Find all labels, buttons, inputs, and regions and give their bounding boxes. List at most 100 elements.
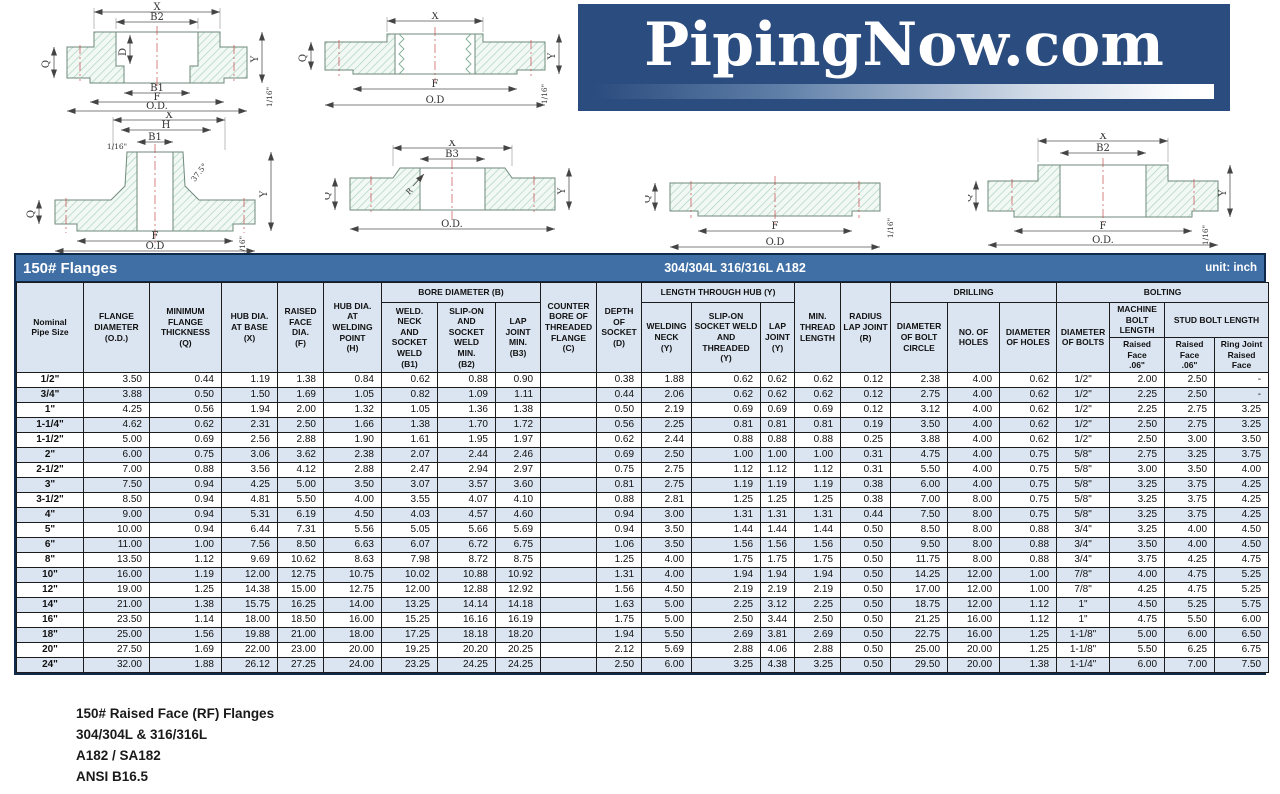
footer-line-4: ANSI B16.5	[76, 768, 149, 784]
value-cell: 3.12	[890, 401, 949, 418]
value-cell: 1.75	[760, 551, 796, 568]
pipe-size-cell: 8"	[16, 551, 84, 568]
dim-label-x: X	[153, 2, 161, 13]
dim-label-sixteenth: 1/16"	[540, 84, 549, 104]
dim-label-angle: 37.5°	[189, 161, 209, 183]
value-cell: 4.50	[323, 506, 382, 523]
value-cell: 0.50	[840, 536, 892, 553]
value-cell: 12.88	[437, 581, 496, 598]
value-cell: 2.50	[596, 656, 643, 673]
value-cell: 7.50	[1214, 656, 1270, 673]
value-cell: 1.44	[691, 521, 762, 538]
value-cell: 4.00	[1214, 461, 1270, 478]
value-cell: 0.94	[149, 521, 222, 538]
col-header-flange-diameter: FLANGE DIAMETER (O.D.)	[83, 282, 150, 373]
col-header-hub-dia-welding-point: HUB DIA. AT WELDING POINT (H)	[323, 282, 382, 373]
pipe-size-cell: 1-1/2"	[16, 431, 84, 448]
value-cell: 20.25	[494, 641, 542, 658]
value-cell: 8.00	[947, 536, 1001, 553]
table-row: 2" 6.00 0.75 3.06 3.62 2.38 2.07 2.44 2.46 0.69 2.…	[16, 446, 1270, 463]
value-cell: 3.60	[494, 476, 542, 493]
value-cell	[540, 401, 598, 418]
value-cell: 14.25	[890, 566, 949, 583]
value-cell: 4.00	[323, 491, 382, 508]
value-cell: 1.12	[760, 461, 796, 478]
value-cell: 4.25	[1164, 551, 1216, 568]
value-cell: 5.56	[323, 521, 382, 538]
value-cell: 4.25	[221, 476, 278, 493]
value-cell: 2.19	[794, 581, 842, 598]
value-cell: 1.31	[596, 566, 643, 583]
value-cell: 2.46	[494, 446, 542, 463]
dim-label-b2: B2	[1096, 143, 1110, 154]
value-cell: 4.50	[641, 581, 693, 598]
value-cell: 2.19	[691, 581, 762, 598]
slip-on-flange-drawing: X B2 Q Y F O.D. 1/16"	[968, 133, 1233, 248]
value-cell: 12.00	[947, 581, 1001, 598]
value-cell: 2.38	[890, 371, 949, 388]
value-cell: 12.92	[494, 581, 542, 598]
pipe-size-cell: 10"	[16, 566, 84, 583]
value-cell: 10.88	[437, 566, 496, 583]
value-cell: 0.50	[840, 581, 892, 598]
value-cell: 0.88	[794, 431, 842, 448]
value-cell: 1.25	[999, 641, 1058, 658]
value-cell: 0.62	[999, 416, 1058, 433]
table-row: 16" 23.50 1.14 18.00 18.50 16.00 15.25 16.16 16.…	[16, 611, 1270, 628]
spec-table: Nominal Pipe Size FLANGE DIAMETER (O.D.)…	[16, 282, 1270, 673]
value-cell: 3.25	[1214, 401, 1270, 418]
value-cell: 1.31	[691, 506, 762, 523]
value-cell: 5.00	[641, 611, 693, 628]
value-cell: 5.69	[641, 641, 693, 658]
value-cell: 2.25	[794, 596, 842, 613]
value-cell: 1.56	[691, 536, 762, 553]
value-cell: 1.61	[381, 431, 438, 448]
col-header-nominal-pipe-size: Nominal Pipe Size	[16, 282, 84, 373]
value-cell: 4.38	[760, 656, 796, 673]
dim-label-q: Q	[26, 210, 37, 218]
value-cell: 0.88	[437, 371, 496, 388]
value-cell: 16.00	[323, 611, 382, 628]
value-cell: 13.50	[83, 551, 150, 568]
value-cell: 4.25	[83, 401, 150, 418]
dim-label-od: O.D.	[441, 219, 463, 230]
value-cell: 0.88	[999, 521, 1058, 538]
table-row: 3" 7.50 0.94 4.25 5.00 3.50 3.07 3.57 3.60 0.81 2.…	[16, 476, 1270, 493]
value-cell: 1.95	[437, 431, 496, 448]
value-cell: 6.25	[1164, 641, 1216, 658]
value-cell: 0.75	[999, 461, 1058, 478]
value-cell: 1.38	[494, 401, 542, 418]
value-cell: 20.00	[323, 641, 382, 658]
value-cell: 0.44	[149, 371, 222, 388]
value-cell: 0.81	[794, 416, 842, 433]
value-cell: 8.50	[890, 521, 949, 538]
value-cell: 2.25	[691, 596, 762, 613]
value-cell: 4.00	[947, 401, 1001, 418]
dim-label-f: F	[154, 92, 161, 103]
value-cell: 1.97	[494, 431, 542, 448]
value-cell: 3.50	[1164, 461, 1216, 478]
value-cell: 1.00	[760, 446, 796, 463]
value-cell: 2.88	[323, 461, 382, 478]
value-cell: 0.50	[840, 521, 892, 538]
drawings-area: X B2 D Q B1 F O.D. Y 1/16" X Q F O.D Y	[0, 0, 1280, 254]
value-cell	[540, 656, 598, 673]
value-cell: 1.38	[999, 656, 1058, 673]
value-cell: 1.88	[149, 656, 222, 673]
value-cell: 1.14	[149, 611, 222, 628]
dim-label-h: H	[162, 120, 171, 131]
pipe-size-cell: 3-1/2"	[16, 491, 84, 508]
value-cell: 1.19	[691, 476, 762, 493]
value-cell: 4.75	[1164, 581, 1216, 598]
footer-line-2: 304/304L & 316/316L	[76, 726, 208, 742]
value-cell: 23.25	[381, 656, 438, 673]
value-cell: 9.69	[221, 551, 278, 568]
value-cell: 0.56	[149, 401, 222, 418]
value-cell: 11.75	[890, 551, 949, 568]
value-cell: 0.62	[999, 401, 1058, 418]
value-cell: 7.50	[83, 476, 150, 493]
value-cell	[540, 641, 598, 658]
value-cell: 27.50	[83, 641, 150, 658]
value-cell: 0.62	[794, 371, 842, 388]
value-cell: 2.75	[1164, 416, 1216, 433]
